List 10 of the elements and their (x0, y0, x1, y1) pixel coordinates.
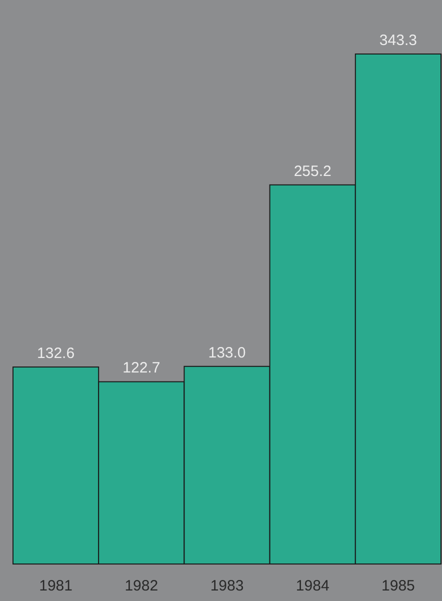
data-label: 122.7 (122, 360, 160, 377)
x-tick-label: 1984 (296, 578, 330, 594)
data-label: 343.3 (379, 32, 417, 49)
x-tick-label: 1983 (210, 578, 244, 594)
data-label: 133.0 (208, 344, 246, 362)
x-tick-label: 1982 (124, 578, 158, 594)
data-label: 255.2 (294, 162, 332, 180)
data-label: 132.6 (37, 344, 75, 362)
x-tick-label: 1981 (39, 578, 72, 594)
x-tick-label: 1985 (382, 578, 415, 594)
